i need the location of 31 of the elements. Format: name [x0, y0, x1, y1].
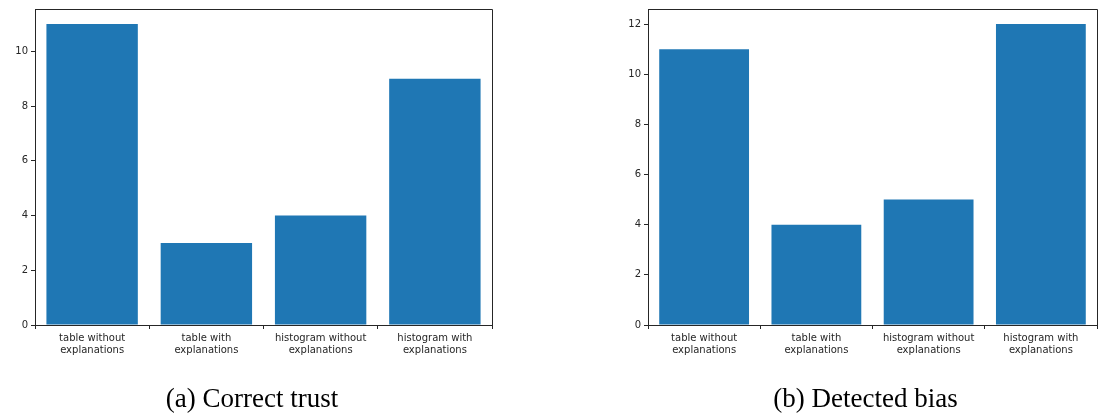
- bar: [659, 49, 750, 325]
- bar: [274, 215, 367, 325]
- y-tick-label: 4: [634, 218, 641, 230]
- x-tick-label: table with explanations: [784, 331, 849, 355]
- y-tick-label: 6: [634, 168, 641, 180]
- text: (a) Correct trust: [164, 383, 340, 413]
- bar: [160, 242, 253, 325]
- bar: [771, 224, 862, 325]
- text: (b) Detected bias: [772, 383, 959, 413]
- y-tick-label: 6: [21, 154, 28, 166]
- y-tick-label: 10: [15, 45, 28, 56]
- y-tick-label: 12: [628, 17, 641, 29]
- x-tick-label: table without explanations: [671, 331, 738, 355]
- y-tick-label: 8: [21, 99, 28, 111]
- bar: [46, 24, 138, 325]
- x-tick-label: table without explanations: [59, 331, 126, 355]
- x-tick-label: histogram without explanations: [274, 331, 367, 355]
- y-tick-label: 10: [628, 67, 641, 79]
- y-tick-label: 0: [634, 318, 641, 330]
- y-tick-label: 2: [634, 268, 641, 280]
- y-tick-label: 2: [21, 263, 28, 275]
- y-tick-label: 8: [634, 117, 641, 129]
- y-tick-label: 0: [21, 318, 28, 330]
- bar: [995, 24, 1086, 325]
- x-tick-label: histogram without explanations: [882, 331, 975, 355]
- x-tick-label: histogram with explanations: [1003, 331, 1079, 355]
- bar: [883, 199, 974, 325]
- bar: [389, 78, 481, 325]
- y-tick-label: 4: [21, 209, 28, 221]
- x-tick-label: table with explanations: [174, 331, 239, 355]
- x-tick-label: histogram with explanations: [397, 331, 473, 355]
